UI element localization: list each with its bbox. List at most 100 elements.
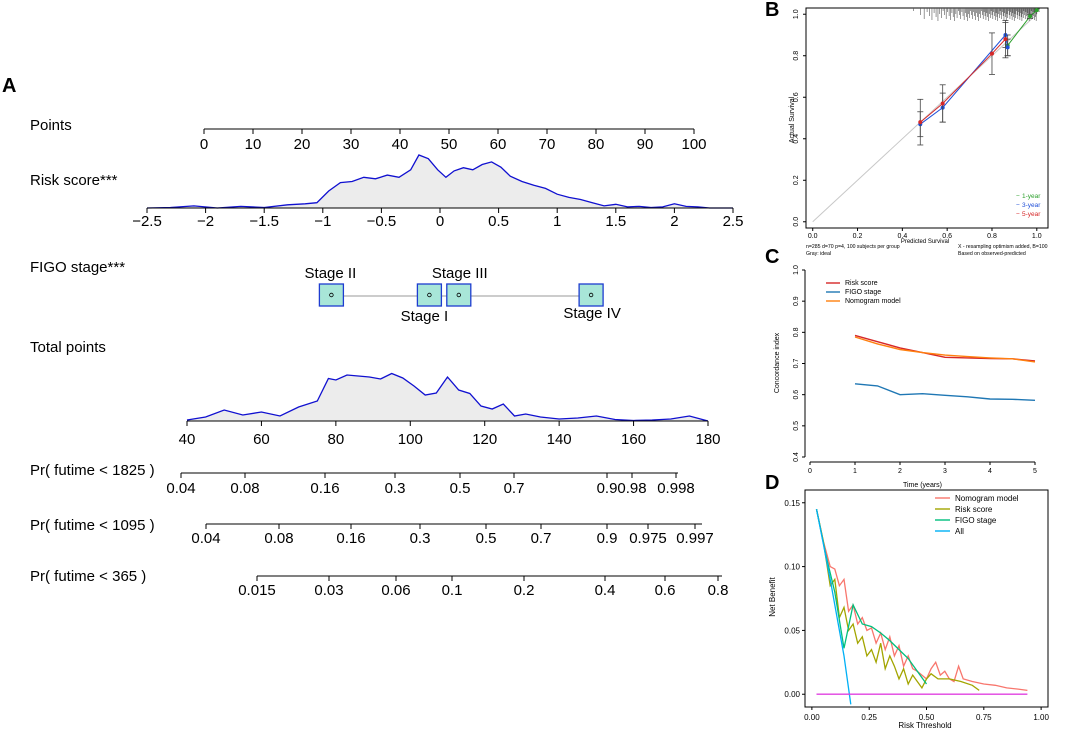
figo-stage-point: [456, 292, 461, 298]
concordance-y-tick-label: 1.0: [793, 265, 800, 275]
calibration-x-tick-label: 0.2: [853, 233, 863, 240]
total-points-tick-label: 160: [621, 431, 646, 448]
prob-tick-label: 0.16: [336, 530, 365, 547]
risk-score-tick-label: −1: [314, 213, 331, 230]
decision-y-tick-label: 0.05: [784, 626, 800, 635]
risk-score-tick-label: 2: [670, 213, 678, 230]
prob-row-label: Pr( futime < 365 ): [30, 568, 146, 585]
figo-stage-label: Stage II: [305, 265, 357, 282]
points-tick-label: 80: [588, 136, 605, 153]
total-points-density-fill: [187, 373, 708, 421]
concordance-y-tick-label: 0.9: [793, 296, 800, 306]
concordance-legend-label: Nomogram model: [845, 298, 901, 305]
decision-y-tick-label: 0.10: [784, 563, 800, 572]
calibration-footnote: n=285 d=70 p=4, 100 subjects per group: [806, 244, 900, 250]
decision-line-FIGO stage: [815, 508, 928, 685]
decision-frame: [804, 489, 1049, 708]
calibration-x-tick-label: 0.0: [808, 233, 818, 240]
figo-stage-point: [588, 292, 594, 298]
risk-score-tick-label: 0.5: [488, 213, 509, 230]
calibration-line-5-year: [919, 38, 1006, 123]
decision-legend-label: FIGO stage: [955, 516, 997, 525]
concordance-legend-label: Risk score: [845, 280, 878, 287]
prob-tick-label: 0.2: [514, 582, 535, 599]
prob-tick-label: 0.998: [657, 480, 695, 497]
calibration-point: [918, 120, 923, 125]
prob-tick-label: 0.5: [450, 480, 471, 497]
calibration-point: [1028, 14, 1033, 19]
total-points-tick-label: 80: [328, 431, 345, 448]
points-tick-label: 20: [294, 136, 311, 153]
total-points-tick-label: 120: [472, 431, 497, 448]
total-points-tick-label: 140: [547, 431, 572, 448]
concordance-y-tick-label: 0.6: [793, 390, 800, 400]
decision-y-label: Net Benefit: [768, 576, 777, 616]
prob-tick-label: 0.8: [708, 582, 729, 599]
calibration-x-tick-label: 0.6: [942, 233, 952, 240]
prob-tick-label: 0.98: [617, 480, 646, 497]
decision-legend-label: Nomogram model: [955, 494, 1019, 503]
prob-tick-label: 0.7: [531, 530, 552, 547]
prob-tick-label: 0.7: [504, 480, 525, 497]
risk-score-tick-label: −1.5: [249, 213, 279, 230]
calibration-legend-label: 5-year: [1022, 211, 1041, 218]
decision-line-Risk score: [815, 508, 980, 691]
concordance-x-label: Time (years): [903, 482, 942, 489]
prob-tick-label: 0.08: [230, 480, 259, 497]
concordance-y-label: Concordance index: [774, 332, 781, 393]
calibration-y-tick-label: 0.2: [793, 175, 800, 185]
calibration-x-tick-label: 0.4: [897, 233, 907, 240]
nomogram-row-label: Risk score***: [30, 172, 118, 189]
points-tick-label: 50: [441, 136, 458, 153]
prob-tick-label: 0.1: [442, 582, 463, 599]
prob-row-label: Pr( futime < 1095 ): [30, 517, 155, 534]
concordance-x-tick-label: 0: [808, 468, 812, 475]
risk-score-tick-label: 1.5: [605, 213, 626, 230]
concordance-x-tick-label: 1: [853, 468, 857, 475]
concordance-y-tick-label: 0.7: [793, 359, 800, 369]
calibration-legend-dash: −: [1016, 202, 1020, 209]
points-tick-label: 30: [343, 136, 360, 153]
prob-tick-label: 0.6: [655, 582, 676, 599]
total-points-tick-label: 100: [398, 431, 423, 448]
concordance-panel: 0 1 2 3 4 5 0.4 0.5 0.6 0.7 0.8 0.9 1.0 Concordance i…: [774, 265, 1037, 489]
calibration-x-tick-label: 1.0: [1032, 233, 1042, 240]
calibration-legend-dash: −: [1016, 193, 1020, 200]
prob-tick-label: 0.5: [476, 530, 497, 547]
risk-score-tick-label: −2.5: [132, 213, 162, 230]
decision-x-tick-label: 1.00: [1033, 713, 1049, 722]
calibration-legend-label: 1-year: [1022, 193, 1041, 200]
prob-tick-label: 0.997: [676, 530, 714, 547]
prob-tick-label: 0.16: [310, 480, 339, 497]
total-points-tick-label: 40: [179, 431, 196, 448]
figo-stage-label: Stage III: [432, 265, 488, 282]
calibration-y-label: Actual Survival: [789, 96, 796, 143]
prob-tick-label: 0.08: [264, 530, 293, 547]
figo-stage-point: [427, 292, 432, 298]
figo-stage-label: Stage I: [401, 308, 449, 325]
prob-tick-label: 0.04: [166, 480, 195, 497]
calibration-x-tick-label: 0.8: [987, 233, 997, 240]
concordance-legend-label: FIGO stage: [845, 289, 881, 296]
prob-tick-label: 0.4: [595, 582, 616, 599]
risk-score-density-curve: [146, 154, 733, 209]
panel-label-b: B: [765, 0, 779, 21]
total-points-tick-label: 60: [253, 431, 270, 448]
calibration-x-label: Predicted Survival: [901, 239, 949, 245]
calibration-point: [989, 51, 994, 56]
concordance-y-tick-label: 0.8: [793, 327, 800, 337]
concordance-x-tick-label: 4: [988, 468, 992, 475]
total-points-tick-label: 180: [695, 431, 720, 448]
panel-label-c: C: [765, 246, 779, 268]
points-tick-label: 90: [637, 136, 654, 153]
points-tick-label: 10: [245, 136, 262, 153]
nomogram-row-label: FIGO stage***: [30, 259, 125, 276]
risk-score-density-fill: [147, 155, 733, 208]
calibration-panel: 0.0 0.0 0.2 0.2 0.4 0.4 0.6 0.6 0.8 0.8 1.0 1.0 Actu…: [789, 7, 1049, 257]
panel-label-d: D: [765, 472, 779, 494]
concordance-line-FIGO stage: [854, 383, 1036, 401]
concordance-y-tick-label: 0.5: [793, 421, 800, 431]
calibration-y-tick-label: 0.0: [793, 217, 800, 227]
points-tick-label: 70: [539, 136, 556, 153]
